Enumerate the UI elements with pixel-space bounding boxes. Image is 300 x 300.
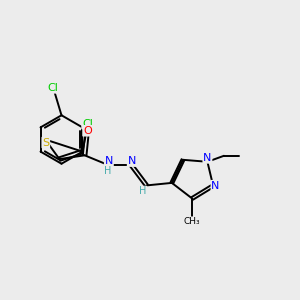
Text: O: O xyxy=(83,126,92,136)
Text: Cl: Cl xyxy=(82,118,93,129)
Text: Cl: Cl xyxy=(47,83,58,93)
Text: N: N xyxy=(211,181,220,191)
Text: N: N xyxy=(105,156,113,166)
Text: H: H xyxy=(104,166,111,176)
Text: CH₃: CH₃ xyxy=(184,217,200,226)
Text: H: H xyxy=(139,186,147,197)
Text: S: S xyxy=(42,137,50,148)
Text: N: N xyxy=(128,156,136,166)
Text: N: N xyxy=(203,153,212,163)
